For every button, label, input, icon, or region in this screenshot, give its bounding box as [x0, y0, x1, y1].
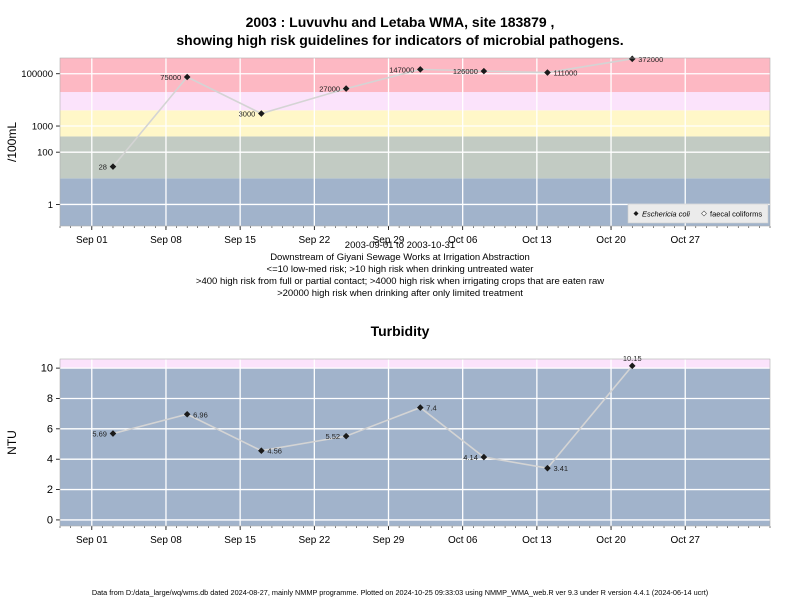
- data-point: [258, 110, 265, 117]
- data-label: 75000: [160, 73, 181, 82]
- data-point: [628, 362, 636, 370]
- legend-label-faecal: faecal coliforms: [710, 210, 762, 219]
- data-label: 4.56: [267, 447, 282, 456]
- x-tick-label: Sep 22: [298, 535, 330, 546]
- data-point: [480, 453, 488, 461]
- data-label: 111000: [553, 69, 577, 78]
- data-label: 3000: [239, 110, 256, 119]
- data-label: 28: [99, 163, 107, 172]
- x-tick-label: Oct 20: [596, 235, 626, 246]
- data-label: 3.41: [553, 464, 568, 473]
- y-tick-label: 6: [47, 423, 53, 435]
- y-tick-label: 100000: [21, 69, 53, 80]
- caption-site: Downstream of Giyani Sewage Works at Irr…: [270, 252, 530, 263]
- caption-date-range: 2003-09-01 to 2003-10-31: [344, 240, 456, 251]
- data-label: 6.96: [193, 410, 208, 419]
- caption-risk-contact: >400 high risk from full or partial cont…: [195, 276, 605, 287]
- x-tick-label: Oct 20: [596, 535, 626, 546]
- x-tick-label: Sep 08: [150, 535, 182, 546]
- y-tick-label: 1: [48, 200, 53, 211]
- series-line: [112, 365, 633, 470]
- caption-risk-drinking: <=10 low-med risk; >10 high risk when dr…: [266, 264, 534, 275]
- chart-title-line-1: 2003 : Luvuvhu and Letaba WMA, site 1838…: [245, 14, 555, 30]
- legend: Eschericia coli faecal coliforms: [627, 203, 769, 224]
- caption-risk-treatment: >20000 high risk when drinking after onl…: [277, 288, 523, 299]
- legend-marker-faecal: [701, 210, 707, 217]
- risk-band: [60, 368, 770, 526]
- legend-label-ecoli: Eschericia coli: [642, 210, 690, 219]
- data-label: 5.52: [326, 432, 341, 441]
- risk-band: [60, 359, 770, 369]
- data-point: [342, 85, 350, 92]
- y-axis-label: /100mL: [5, 122, 19, 162]
- risk-band: [60, 136, 770, 179]
- x-tick-label: Sep 29: [373, 235, 405, 246]
- x-tick-label: Sep 15: [224, 235, 256, 246]
- x-tick-label: Oct 13: [522, 535, 552, 546]
- data-label: 10.15: [623, 354, 642, 363]
- legend-marker-ecoli: [633, 211, 639, 216]
- y-tick-label: 100: [37, 148, 53, 159]
- y-tick-label: 0: [47, 514, 53, 526]
- turbidity-chart-title: Turbidity: [370, 323, 430, 339]
- x-tick-label: Oct 13: [522, 235, 552, 246]
- x-tick-label: Sep 01: [76, 535, 108, 546]
- data-label: 7.4: [426, 404, 436, 413]
- chart-title-line-2: showing high risk guidelines for indicat…: [176, 32, 624, 48]
- footer-note: Data from D:/data_large/wq/wms.db dated …: [91, 588, 709, 597]
- y-tick-label: 1000: [32, 122, 53, 133]
- data-point: [258, 447, 265, 454]
- plot-frame: [59, 57, 771, 227]
- y-tick-label: 4: [47, 454, 53, 466]
- data-point: [416, 404, 424, 411]
- x-tick-label: Sep 29: [373, 535, 405, 546]
- data-label: 147000: [389, 65, 414, 74]
- risk-band: [60, 58, 770, 93]
- data-label: 4.14: [463, 453, 478, 462]
- data-point: [109, 430, 117, 437]
- risk-band: [60, 92, 770, 111]
- x-tick-label: Oct 06: [448, 235, 478, 246]
- x-tick-label: Oct 06: [448, 535, 478, 546]
- x-tick-label: Sep 15: [224, 535, 256, 546]
- data-label: 126000: [453, 67, 478, 76]
- data-point: [628, 55, 636, 63]
- y-axis-label: NTU: [5, 430, 19, 455]
- data-point: [544, 464, 551, 472]
- data-point: [342, 432, 350, 440]
- x-tick-label: Oct 27: [670, 535, 700, 546]
- data-point: [183, 410, 191, 418]
- data-point: [544, 69, 551, 76]
- data-point: [480, 67, 488, 75]
- y-tick-label: 2: [47, 484, 53, 496]
- x-tick-label: Oct 27: [670, 235, 700, 246]
- y-tick-label: 8: [47, 393, 53, 405]
- risk-band: [60, 110, 770, 137]
- microbial-plot-area: Sep 01 Sep 08 Sep 15 Sep 22 Sep 29 Oct 06 Oct …: [5, 55, 771, 246]
- data-point: [109, 163, 117, 170]
- y-tick-label: 10: [41, 363, 53, 375]
- data-label: 5.69: [92, 430, 107, 439]
- series-line: [112, 58, 633, 168]
- data-label: 372000: [638, 55, 663, 64]
- x-tick-label: Sep 01: [76, 235, 108, 246]
- plot-frame: [59, 358, 771, 527]
- x-tick-label: Sep 08: [150, 235, 182, 246]
- x-tick-label: Sep 22: [298, 235, 330, 246]
- data-point: [416, 66, 424, 73]
- legend-box: [627, 203, 769, 224]
- data-point: [183, 73, 191, 81]
- turbidity-plot-area: Sep 01 Sep 08 Sep 15 Sep 22 Sep 29 Oct 06 Oct …: [5, 354, 771, 546]
- data-label: 27000: [319, 85, 340, 94]
